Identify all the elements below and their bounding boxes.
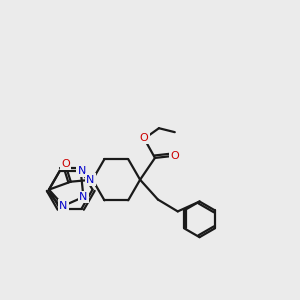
Text: N: N	[86, 175, 95, 185]
Text: N: N	[79, 192, 88, 202]
Text: N: N	[59, 201, 68, 211]
Text: N: N	[77, 166, 86, 176]
Text: O: O	[140, 133, 148, 143]
Text: O: O	[61, 159, 70, 169]
Text: O: O	[170, 151, 179, 161]
